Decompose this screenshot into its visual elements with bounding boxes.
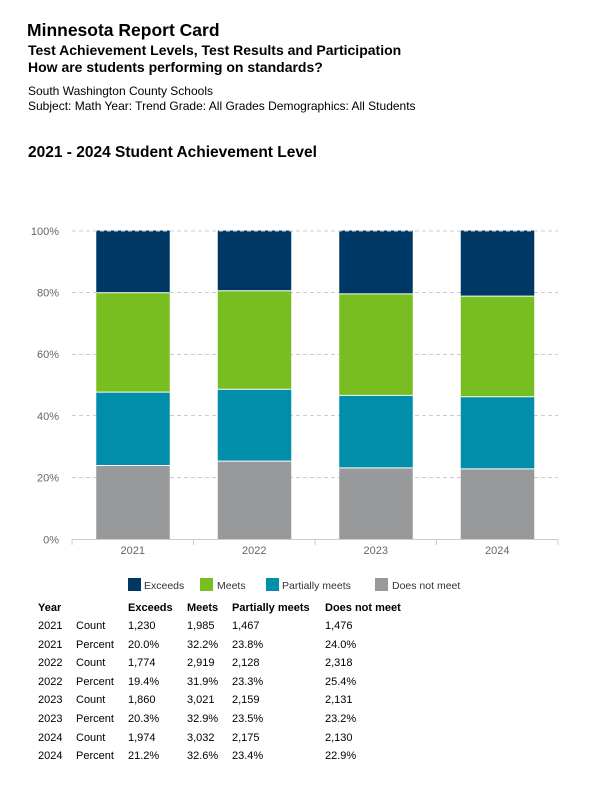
svg-text:100%: 100% [31, 226, 59, 238]
svg-text:2024: 2024 [485, 545, 509, 557]
svg-text:0%: 0% [43, 535, 59, 547]
svg-text:80%: 80% [37, 288, 59, 300]
svg-text:40%: 40% [37, 411, 59, 423]
svg-text:2022: 2022 [242, 545, 266, 557]
svg-text:2023: 2023 [364, 545, 388, 557]
svg-text:2021: 2021 [121, 545, 145, 557]
svg-text:20%: 20% [37, 472, 59, 484]
svg-text:60%: 60% [37, 349, 59, 361]
